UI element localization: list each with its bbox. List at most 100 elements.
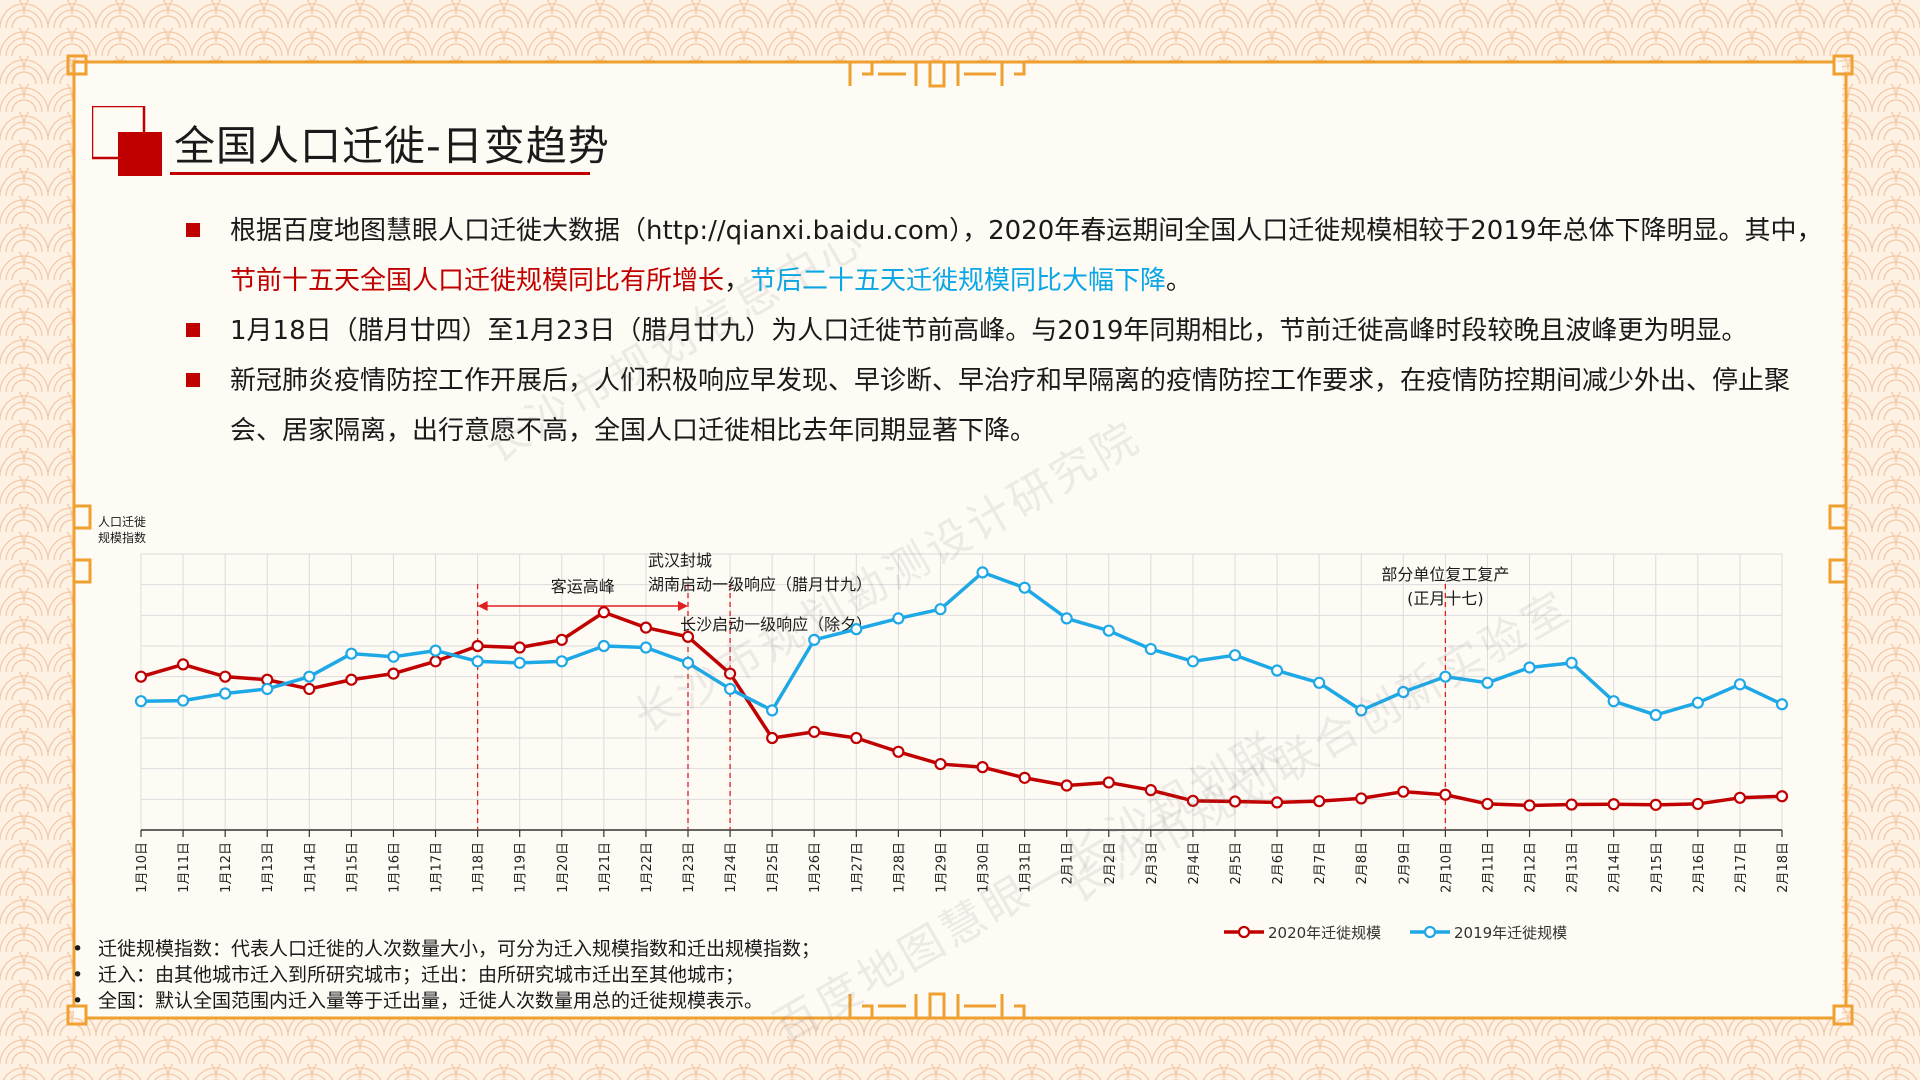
data-point (1523, 799, 1536, 812)
data-point (345, 647, 358, 660)
data-point (1102, 624, 1115, 637)
x-tick-label: 2月3日 (1145, 842, 1160, 885)
data-point (1313, 676, 1326, 689)
y-label-line-2: 规模指数 (98, 531, 147, 545)
data-point (555, 655, 568, 668)
data-point (176, 658, 190, 671)
bullet-item: 根据百度地图慧眼人口迁徙大数据（http://qianxi.baidu.com）… (186, 206, 1826, 306)
data-point (1397, 685, 1410, 699)
x-tick-label: 2月8日 (1355, 842, 1370, 885)
data-point (1060, 779, 1073, 792)
data-point (639, 641, 653, 654)
data-point (681, 656, 695, 669)
data-point (1691, 696, 1704, 709)
legend-marker (1237, 925, 1251, 939)
x-tick-label: 2月14日 (1608, 842, 1623, 893)
data-point (1228, 795, 1242, 808)
bullet-square-icon (186, 373, 200, 387)
data-point (1649, 708, 1662, 722)
data-point (1144, 642, 1157, 656)
x-tick-label: 1月15日 (345, 842, 360, 893)
data-point (1102, 776, 1115, 789)
data-point (808, 633, 821, 646)
data-point (892, 745, 905, 758)
data-point (766, 704, 779, 717)
data-point (513, 656, 526, 669)
x-tick-label: 2月18日 (1776, 842, 1791, 893)
data-point (513, 641, 526, 654)
data-point (1355, 792, 1368, 805)
data-point (1733, 791, 1747, 804)
data-point (934, 603, 947, 616)
data-point (976, 761, 989, 774)
bullet-1-highlight-blue: 节后二十五天迁徙规模同比大幅下降 (750, 266, 1167, 296)
data-point (597, 606, 610, 619)
bullet-2-text: 1月18日（腊月廿四）至1月23日（腊月廿九）为人口迁徙节前高峰。与2019年同… (230, 316, 1748, 346)
data-point (892, 612, 905, 625)
x-tick-label: 1月11日 (177, 842, 192, 893)
data-point (1186, 655, 1200, 668)
annotation-label: (正月十七) (1407, 589, 1484, 608)
title-square-mark-icon (92, 106, 162, 176)
data-point (808, 725, 821, 738)
x-tick-label: 1月30日 (977, 842, 992, 893)
legend-marker (1423, 925, 1437, 939)
x-tick-label: 1月31日 (1019, 842, 1034, 893)
x-tick-label: 2月6日 (1271, 842, 1286, 885)
data-point (471, 655, 484, 668)
data-point (1397, 785, 1410, 798)
footnote-item: 迁入：由其他城市迁入到所研究城市；迁出：由所研究城市迁出至其他城市； (72, 962, 1072, 988)
data-point (1270, 796, 1284, 809)
data-point (723, 667, 737, 680)
data-point (1060, 612, 1073, 625)
x-tick-label: 1月21日 (598, 842, 613, 893)
x-tick-label: 2月4日 (1187, 842, 1202, 885)
x-tick-label: 1月27日 (850, 842, 865, 893)
x-tick-label: 1月24日 (724, 842, 739, 893)
data-point (555, 633, 568, 646)
x-tick-label: 2月5日 (1229, 842, 1244, 885)
bullet-item: 新冠肺炎疫情防控工作开展后，人们积极响应早发现、早诊断、早治疗和早隔离的疫情防控… (186, 356, 1826, 456)
data-point (134, 695, 148, 708)
legend-label: 2020年迁徙规模 (1268, 924, 1381, 942)
data-point (1228, 649, 1242, 662)
data-point (1565, 798, 1578, 811)
series-line (140, 610, 1783, 808)
data-point (1313, 795, 1326, 808)
x-tick-label: 2月10日 (1439, 842, 1454, 893)
data-point (639, 621, 653, 634)
annotation-label: 部分单位复工复产 (1381, 565, 1509, 584)
bullet-square-icon (186, 223, 200, 237)
data-point (850, 731, 863, 745)
data-point (1018, 581, 1031, 594)
bullet-item: 1月18日（腊月廿四）至1月23日（腊月廿九）为人口迁徙节前高峰。与2019年同… (186, 306, 1826, 356)
data-point (176, 694, 190, 707)
data-point (219, 687, 232, 700)
footnote-item: 迁徙规模指数：代表人口迁徙的人次数量大小，可分为迁入规模指数和迁出规模指数； (72, 936, 1072, 962)
x-tick-label: 1月12日 (219, 842, 234, 893)
x-tick-label: 1月19日 (514, 842, 529, 893)
data-point (1691, 797, 1704, 811)
page-title: 全国人口迁徙-日变趋势 (174, 122, 610, 170)
x-tick-label: 1月17日 (430, 842, 445, 893)
data-point (1523, 661, 1536, 674)
x-tick-label: 1月14日 (303, 842, 318, 893)
data-point (1565, 656, 1578, 669)
span-arrow-left (477, 601, 488, 611)
x-tick-label: 1月18日 (472, 842, 487, 893)
bullet-1-comma: ， (724, 266, 751, 296)
data-point (1144, 784, 1157, 797)
footnote-item: 全国：默认全国范围内迁入量等于迁出量，迁徙人次数量用总的迁徙规模表示。 (72, 988, 1072, 1014)
x-tick-label: 1月13日 (261, 842, 276, 893)
data-point (303, 682, 316, 696)
x-tick-label: 2月7日 (1313, 842, 1328, 885)
annotation-label: 湖南启动一级响应（腊月廿九） (648, 575, 872, 594)
data-point (1018, 771, 1031, 784)
series-line (140, 570, 1783, 717)
annotation-label: 客运高峰 (551, 577, 615, 596)
title-underline (170, 172, 590, 175)
data-point (429, 655, 442, 668)
x-tick-label: 2月17日 (1734, 842, 1749, 893)
data-point (134, 670, 148, 683)
